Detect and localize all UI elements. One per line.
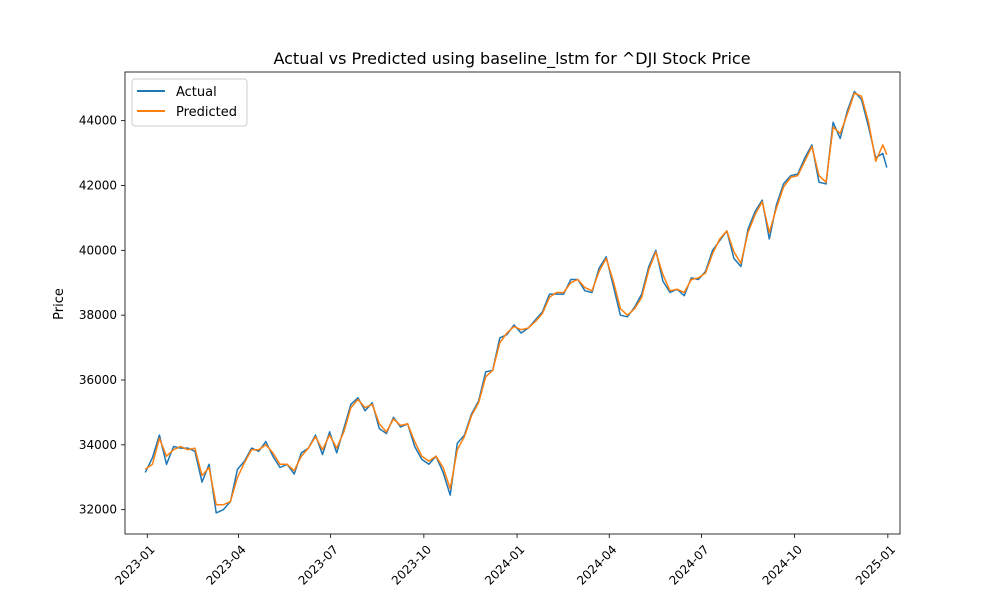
plot-area [144,90,888,514]
chart-title: Actual vs Predicted using baseline_lstm … [273,49,750,69]
series-line-predicted [144,92,888,506]
y-axis: 32000 34000 36000 38000 40000 42000 44000 [79,114,125,517]
y-tick-label: 32000 [79,503,117,517]
y-tick-label: 42000 [79,178,117,192]
y-tick-label: 38000 [79,308,117,322]
legend-label-predicted: Predicted [176,105,237,120]
legend: Actual Predicted [131,78,248,127]
axes-frame [124,71,901,535]
y-tick-label: 36000 [79,373,117,387]
legend-label-actual: Actual [176,85,217,100]
y-tick-label: 40000 [79,243,117,257]
y-tick-label: 34000 [79,438,117,452]
y-axis-label: Price [52,288,67,320]
y-tick-label: 44000 [79,114,117,128]
